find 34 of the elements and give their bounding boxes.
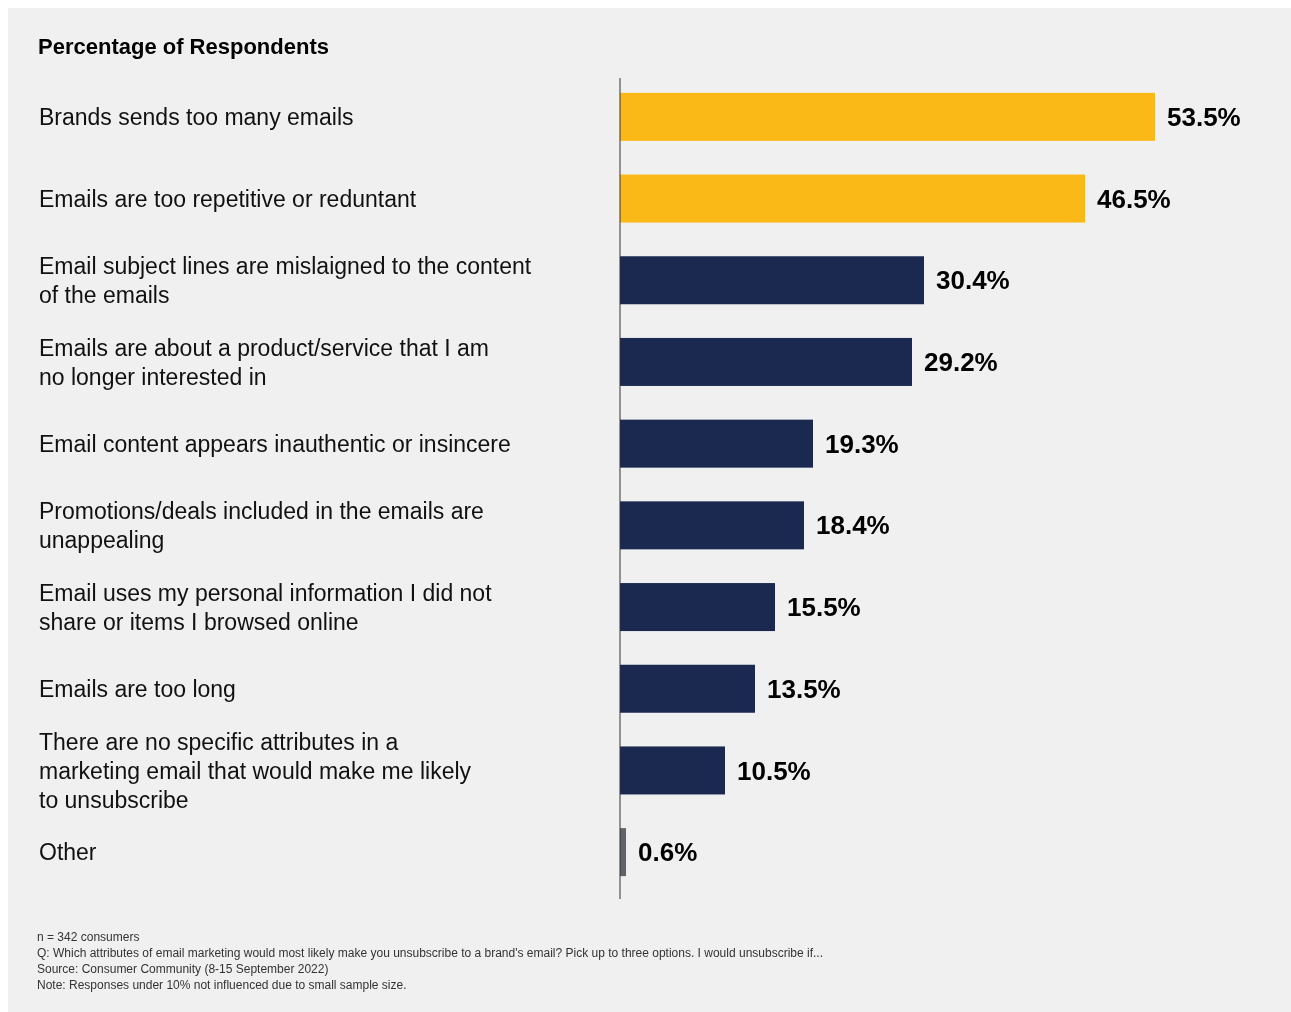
data-label: 13.5% xyxy=(767,673,841,704)
data-label: 10.5% xyxy=(737,755,811,786)
bar xyxy=(620,664,755,713)
y-tick-label: Brands sends too many emails xyxy=(39,103,354,130)
data-label: 18.4% xyxy=(816,510,890,541)
data-label: 0.6% xyxy=(638,837,698,868)
data-label: 53.5% xyxy=(1167,101,1241,132)
data-label: 19.3% xyxy=(825,428,899,459)
bar xyxy=(620,501,804,550)
data-label: 46.5% xyxy=(1097,183,1171,214)
y-tick-label: Email uses my personal information I did not share or items I browsed online xyxy=(39,579,493,635)
bar xyxy=(620,174,1085,223)
bar xyxy=(620,583,775,632)
y-tick-label: Email content appears inauthentic or insincere xyxy=(39,430,511,457)
y-tick-label: Emails are too repetitive or reduntant xyxy=(39,185,417,212)
text: n = 342 consumers xyxy=(37,930,140,944)
data-label: 29.2% xyxy=(924,347,998,378)
text: Note: Responses under 10% not influenced due to small sample size. xyxy=(37,978,407,992)
source-note: Source: Consumer Community (8-15 September 2022) xyxy=(37,962,329,976)
y-tick-label: There are no specific attributes in a marketing email that would make me likely to unsubscribe xyxy=(39,728,472,813)
y-tick-label: Email subject lines are mislaigned to the content of the emails xyxy=(39,252,532,308)
bar xyxy=(620,337,912,386)
bar xyxy=(620,419,813,468)
data-label: 15.5% xyxy=(787,592,861,623)
bar xyxy=(620,92,1155,141)
text: Q: Which attributes of email marketing would most likely make you unsubscribe to a brand's email? Pick up to three options. I would unsubscribe if... xyxy=(37,946,823,960)
bar xyxy=(620,746,725,795)
y-tick-label: Emails are about a product/service that I am no longer interested in xyxy=(39,334,489,390)
text: Percentage of Respondents xyxy=(38,34,329,59)
y-tick-label: Promotions/deals included in the emails are unappealing xyxy=(39,497,484,553)
y-tick-label: Other xyxy=(39,839,97,866)
y-tick-label: Emails are too long xyxy=(39,675,236,702)
bar xyxy=(620,256,924,305)
data-label: 30.4% xyxy=(936,265,1010,296)
